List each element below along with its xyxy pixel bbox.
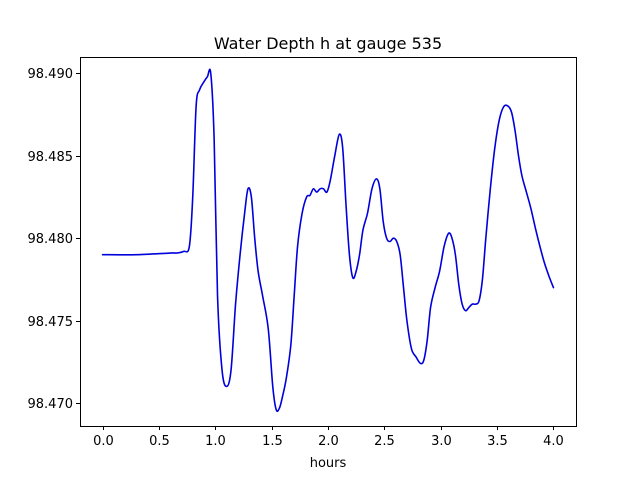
y-tick-label: 98.480 <box>28 232 74 247</box>
x-tick-label: 0.5 <box>149 434 170 449</box>
x-tick-label: 1.5 <box>262 434 283 449</box>
y-tick-label: 98.490 <box>28 67 74 82</box>
y-axis: 98.470 98.475 98.480 98.485 98.490 <box>28 67 80 412</box>
x-tick-label: 2.0 <box>318 434 339 449</box>
plot-frame <box>80 57 577 427</box>
y-tick-label: 98.485 <box>28 150 74 165</box>
x-tick-label: 2.5 <box>374 434 395 449</box>
x-tick-label: 4.0 <box>543 434 564 449</box>
x-tick-label: 1.0 <box>205 434 226 449</box>
y-tick-label: 98.470 <box>28 397 74 412</box>
plot-area <box>80 57 577 427</box>
chart-title: Water Depth h at gauge 535 <box>214 34 442 53</box>
x-axis-label: hours <box>310 456 347 471</box>
x-tick-label: 3.0 <box>431 434 452 449</box>
series-line <box>101 68 555 413</box>
x-tick-label: 3.5 <box>487 434 508 449</box>
x-tick-label: 0.0 <box>93 434 114 449</box>
x-axis: 0.0 0.5 1.0 1.5 2.0 2.5 3.0 3.5 4.0 <box>93 426 564 449</box>
y-tick-label: 98.475 <box>28 315 74 330</box>
